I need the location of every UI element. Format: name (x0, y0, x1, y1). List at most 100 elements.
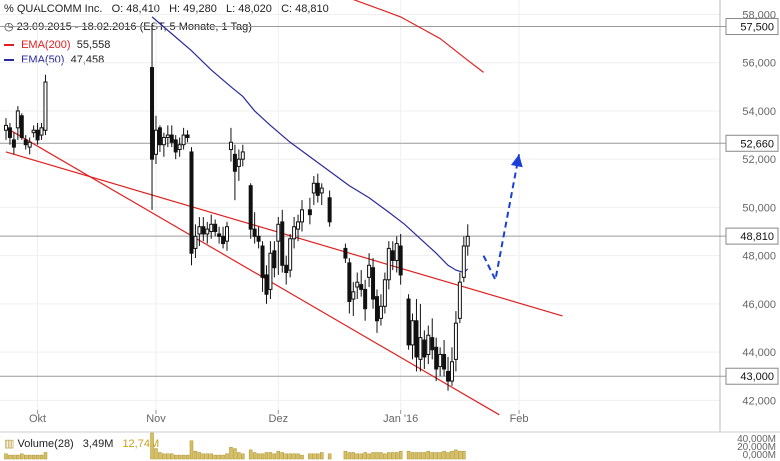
candle-body (457, 281, 462, 319)
candle (213, 219, 218, 237)
channel-lower-line (5, 127, 500, 416)
volume-bar (438, 452, 442, 460)
close-label: C: (281, 3, 293, 15)
candle (23, 135, 28, 150)
volume-bar (16, 454, 20, 460)
candle-body (232, 153, 237, 172)
candle (11, 132, 16, 155)
candle (280, 209, 285, 273)
y-tick-label: 44,000 (742, 347, 776, 359)
volume-bar (213, 454, 217, 460)
volume-bar (363, 452, 367, 460)
volume-bar (158, 452, 162, 460)
candle-body (296, 221, 301, 230)
candle-body (228, 141, 233, 151)
candle-body (363, 288, 368, 310)
candle-body (31, 129, 36, 134)
candle-body (422, 339, 427, 358)
candle-body (193, 235, 198, 249)
candle (236, 149, 241, 181)
candle (351, 282, 356, 316)
volume-bar (462, 450, 466, 460)
volume-bar (8, 454, 12, 460)
candle-body (378, 305, 383, 319)
volume-bar (371, 452, 375, 460)
candle-body (386, 247, 391, 281)
candle (374, 289, 379, 333)
candle-body (449, 361, 454, 382)
volume-bar (35, 454, 40, 460)
volume-bar (154, 448, 158, 460)
volume-bar (308, 453, 312, 460)
forecast-arrow-line (482, 154, 521, 283)
candle-body (7, 127, 12, 138)
ema200-marker (4, 44, 14, 47)
candle-body (27, 141, 32, 148)
forecast-arrowhead (510, 154, 523, 168)
candle-body (236, 158, 241, 167)
candle (398, 233, 403, 285)
candle (161, 132, 166, 157)
candle (39, 123, 44, 140)
candle (193, 224, 198, 259)
candle-body (442, 354, 447, 370)
volume-bar (458, 450, 462, 460)
instrument-name: QUALCOMM Inc. (16, 3, 103, 15)
candle-body (264, 274, 269, 295)
candle-body (248, 185, 253, 230)
volume-tick-label: 20,000M (737, 442, 776, 453)
candle (430, 318, 435, 360)
candle (288, 233, 293, 278)
logo-icon: % (4, 3, 14, 15)
candle-body (347, 262, 352, 302)
candle (153, 115, 158, 164)
candle-body (434, 346, 439, 370)
candle (225, 221, 230, 251)
candle-body (23, 139, 28, 146)
candle (418, 303, 423, 372)
candle (248, 183, 253, 239)
volume-bar (181, 454, 186, 460)
candle (240, 144, 245, 167)
candle-body (343, 247, 348, 259)
candle-body (367, 264, 372, 278)
candle (449, 347, 454, 386)
volume-value-1: 3,49M (82, 438, 114, 450)
open-label: O: (111, 3, 124, 15)
x-tick-label: Nov (146, 413, 166, 425)
candle-body (4, 124, 8, 131)
candle-body (15, 110, 20, 129)
y-tick-label: 56,000 (742, 58, 776, 70)
volume-bar (446, 452, 450, 460)
volume-bar (31, 454, 36, 460)
volume-bar (229, 447, 233, 460)
candle (217, 226, 222, 244)
candle-body (319, 187, 324, 194)
candle-body (359, 284, 364, 290)
candle-body (288, 238, 293, 271)
candle (307, 197, 312, 225)
candle (185, 130, 190, 143)
candle (205, 221, 210, 244)
candle (221, 226, 226, 249)
candle-body (414, 320, 419, 358)
y-tick-label: 50,000 (742, 202, 776, 214)
candle (157, 125, 162, 152)
candle (311, 176, 316, 205)
candle (457, 272, 462, 324)
x-tick-label: Dez (269, 413, 289, 425)
volume-bar (185, 454, 190, 460)
candle (410, 313, 415, 360)
candle-body (165, 134, 170, 138)
candle (181, 127, 186, 150)
candle (7, 123, 12, 145)
candle (422, 330, 427, 369)
candle-body (461, 245, 466, 278)
candle-body (221, 235, 226, 245)
candle (228, 127, 233, 162)
candle-body (382, 279, 387, 307)
volume-bar (387, 452, 391, 460)
x-tick-label: Feb (510, 413, 529, 425)
volume-bar (264, 452, 269, 460)
